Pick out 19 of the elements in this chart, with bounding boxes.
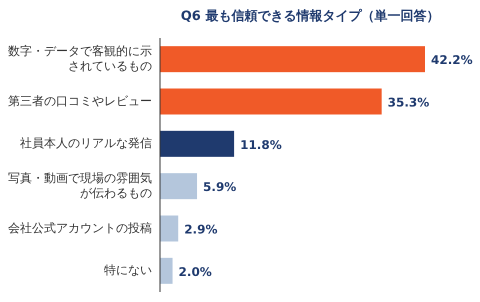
bar	[160, 46, 425, 72]
data-label: 2.9%	[184, 222, 218, 236]
data-label: 2.0%	[178, 264, 212, 279]
y-tick-label: 社員本人のリアルな発信	[20, 136, 152, 152]
data-label: 35.3%	[388, 96, 430, 110]
bar	[160, 216, 178, 242]
y-tick-label: 第三者の口コミやレビュー	[8, 94, 152, 109]
bar	[160, 130, 234, 157]
data-label: 5.9%	[203, 180, 236, 194]
data-label: 11.8%	[240, 138, 282, 152]
bar	[160, 258, 173, 284]
data-label: 42.2%	[431, 53, 473, 68]
bar	[160, 173, 198, 200]
bar	[160, 88, 382, 114]
chart-title: Q6 最も信頼できる情報タイプ（単一回答）	[180, 8, 440, 24]
y-tick-label: 会社公式アカウントの投稿	[8, 220, 152, 236]
y-tick-label: 特にない	[104, 263, 152, 278]
y-tick-label: 写真・動画で現場の雰囲気が伝わるもの	[7, 171, 152, 202]
y-tick-label: 数字・データで客観的に示されているもの	[7, 44, 152, 74]
